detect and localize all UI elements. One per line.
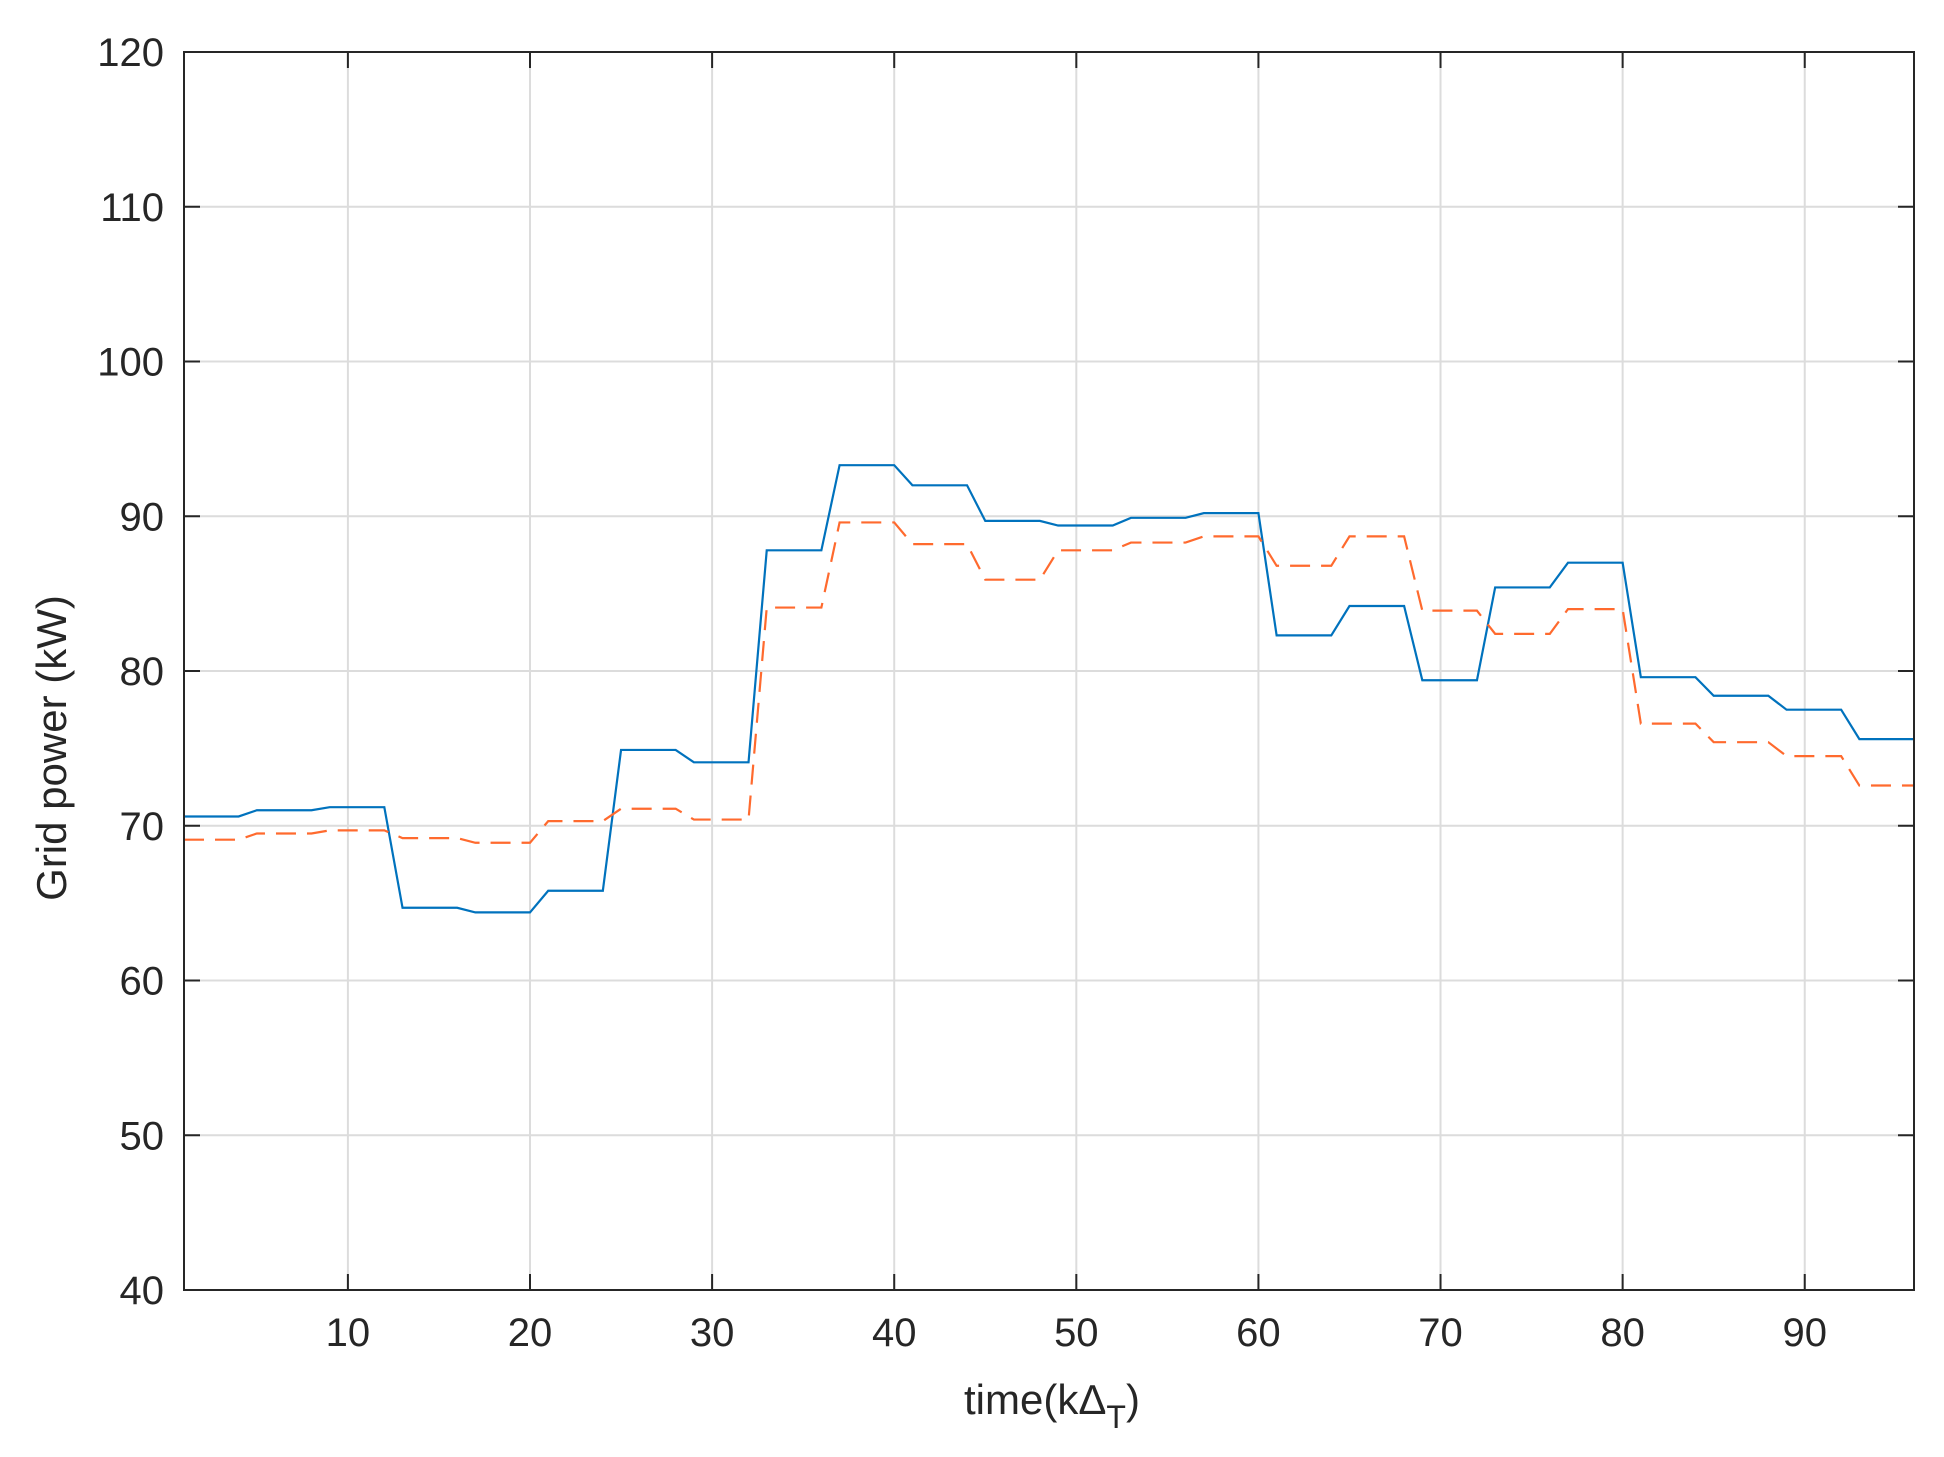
x-axis-label-subscript: T (1106, 1399, 1126, 1435)
y-tick-label: 120 (97, 31, 164, 75)
x-tick-label: 80 (1600, 1311, 1645, 1355)
y-tick-label: 90 (120, 495, 165, 539)
x-axis-label: time(kΔT) (964, 1376, 1140, 1435)
series-group (184, 464, 1914, 914)
axis-ticks (184, 51, 1914, 1291)
x-tick-label: 90 (1782, 1311, 1827, 1355)
x-tick-label: 60 (1236, 1311, 1281, 1355)
x-tick-label: 50 (1054, 1311, 1099, 1355)
x-axis-label-close: ) (1126, 1376, 1140, 1423)
series-line-2 (184, 521, 1914, 844)
x-axis-label-text: time(k (964, 1376, 1079, 1423)
y-tick-label: 40 (120, 1269, 165, 1313)
y-tick-label: 50 (120, 1114, 165, 1158)
tick-labels: 10 20 30 40 50 60 70 80 90 40 50 60 70 80 90 100 110 120 (97, 31, 1827, 1355)
y-tick-label: 80 (120, 650, 165, 694)
x-tick-label: 10 (326, 1311, 371, 1355)
y-tick-label: 100 (97, 341, 164, 385)
series-line-1 (184, 464, 1914, 914)
y-tick-label: 110 (100, 186, 164, 230)
y-tick-label: 60 (120, 960, 165, 1004)
y-tick-label: 70 (120, 805, 165, 849)
x-tick-label: 20 (508, 1311, 553, 1355)
x-tick-label: 70 (1418, 1311, 1463, 1355)
y-axis-label: Grid power (kW) (28, 595, 75, 901)
x-tick-label: 40 (872, 1311, 917, 1355)
x-axis-label-delta: Δ (1078, 1376, 1106, 1423)
x-tick-label: 30 (690, 1311, 735, 1355)
